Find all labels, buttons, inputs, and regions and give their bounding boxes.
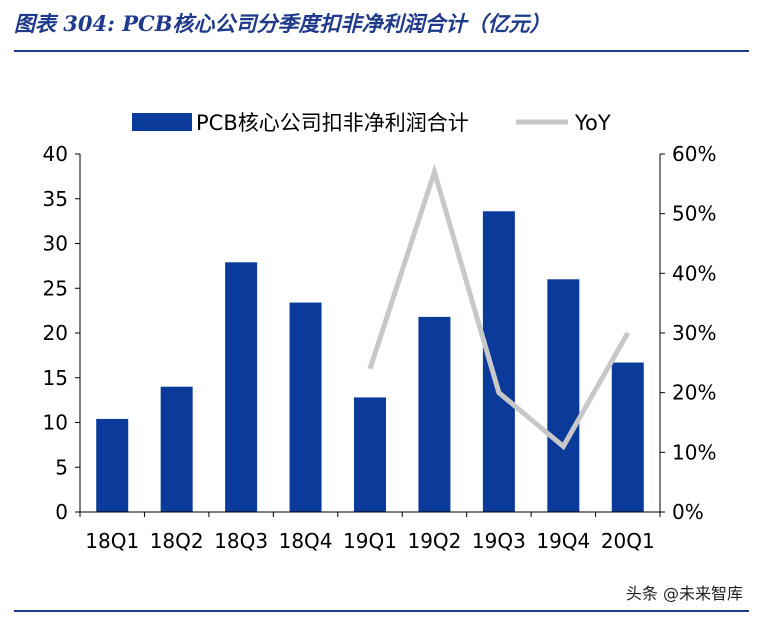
x-tick-label: 20Q1 [601, 529, 655, 553]
bar-20Q1 [611, 362, 644, 512]
y-left-tick-label: 30 [43, 232, 68, 256]
yoy-line-group [367, 163, 630, 451]
legend-label-line: YoY [574, 111, 611, 135]
y-right-tick-label: 0% [672, 500, 704, 524]
x-tick-label: 19Q1 [343, 529, 397, 553]
bar-18Q3 [225, 262, 258, 512]
y-right-tick-label: 20% [672, 381, 716, 405]
y-left-tick-label: 5 [55, 455, 68, 479]
x-tick-label: 18Q4 [279, 529, 333, 553]
y-left-tick-label: 10 [43, 411, 68, 435]
y-left-tick-label: 25 [43, 276, 68, 300]
y-right-tick-label: 30% [672, 321, 716, 345]
y-right-tick-label: 10% [672, 440, 716, 464]
title-rule [14, 50, 749, 52]
bar-19Q2 [418, 316, 451, 512]
x-tick-label: 19Q2 [407, 529, 461, 553]
x-tick-label: 18Q3 [214, 529, 268, 553]
bar-19Q4 [547, 279, 580, 512]
source-watermark: 头条 @未来智库 [625, 584, 743, 603]
bar-18Q1 [96, 418, 129, 512]
y-left-tick-label: 40 [43, 142, 68, 166]
bar-19Q1 [354, 397, 386, 512]
y-right-tick-label: 50% [672, 202, 716, 226]
legend: PCB核心公司扣非净利润合计 YoY [132, 111, 611, 135]
y-left-tick-label: 0 [55, 500, 68, 524]
legend-label-bar: PCB核心公司扣非净利润合计 [196, 111, 469, 135]
x-tick-label: 19Q4 [536, 529, 590, 553]
x-tick-label: 19Q3 [472, 529, 526, 553]
y-left-tick-label: 20 [43, 321, 68, 345]
y-right-tick-label: 60% [672, 142, 716, 166]
chart-title: 图表 304: PCB核心公司分季度扣非净利润合计（亿元） [14, 11, 551, 36]
x-tick-label: 18Q1 [85, 529, 139, 553]
footer-rule [14, 610, 749, 612]
legend-swatch-bar [132, 113, 192, 131]
bar-18Q4 [289, 302, 322, 512]
bar-18Q2 [160, 386, 193, 512]
x-tick-label: 18Q2 [150, 529, 204, 553]
y-right-tick-label: 40% [672, 261, 716, 285]
y-left-tick-label: 15 [43, 366, 68, 390]
axes-group: 0 5 10 15 20 25 30 35 40 0% 10% 20% 30% 40% 50% 60% 18Q1… [43, 142, 717, 553]
y-left-tick-label: 35 [43, 187, 68, 211]
